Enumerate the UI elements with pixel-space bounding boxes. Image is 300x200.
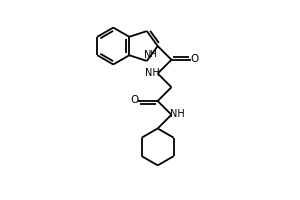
Text: H: H [149, 50, 156, 59]
Text: N: N [144, 50, 152, 60]
Text: NH: NH [145, 68, 160, 78]
Text: NH: NH [170, 109, 185, 119]
Text: O: O [190, 54, 199, 64]
Text: O: O [130, 95, 139, 105]
